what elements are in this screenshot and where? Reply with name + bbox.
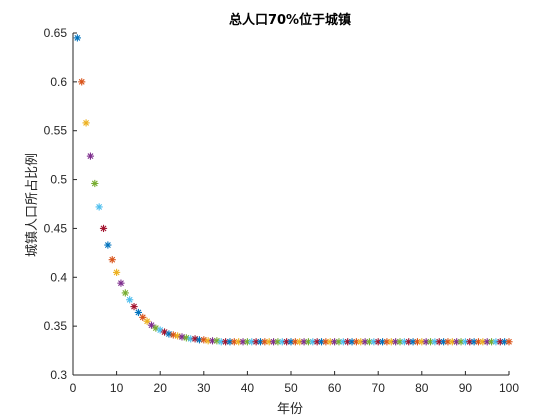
data-point xyxy=(470,338,478,346)
y-tick-label: 0.65 xyxy=(44,26,68,40)
x-tick-label: 40 xyxy=(241,381,255,395)
x-tick-label: 10 xyxy=(110,381,124,395)
data-point xyxy=(505,338,513,346)
y-tick-label: 0.35 xyxy=(44,319,68,333)
data-point xyxy=(252,338,260,346)
x-axis-label: 年份 xyxy=(277,402,303,417)
data-point xyxy=(461,338,469,346)
data-point xyxy=(322,338,330,346)
data-point xyxy=(492,338,500,346)
data-point xyxy=(95,203,103,211)
x-tick-label: 50 xyxy=(284,381,298,395)
plot-area: 0.3 0.35 0.4 0.45 0.5 0.55 0.6 0.65 0 10 20 30 40 50… xyxy=(44,26,520,395)
data-point xyxy=(165,330,173,338)
data-point xyxy=(191,335,199,343)
data-point xyxy=(440,338,448,346)
data-point xyxy=(331,338,339,346)
data-point xyxy=(78,78,86,86)
data-point xyxy=(182,334,190,342)
data-point xyxy=(104,241,112,249)
y-axis-ticks: 0.3 0.35 0.4 0.45 0.5 0.55 0.6 0.65 xyxy=(44,26,77,382)
data-point xyxy=(91,179,99,188)
y-tick-label: 0.55 xyxy=(44,124,68,138)
data-point xyxy=(409,338,417,346)
y-axis-label: 城镇人口所占比例 xyxy=(25,153,40,257)
data-point xyxy=(99,224,108,233)
data-point xyxy=(130,303,138,311)
data-point xyxy=(213,337,221,345)
data-point xyxy=(200,336,208,344)
data-point xyxy=(287,338,295,346)
data-point xyxy=(230,338,238,346)
data-point xyxy=(195,336,204,344)
x-tick-label: 70 xyxy=(372,381,386,395)
data-point xyxy=(483,338,491,346)
data-point xyxy=(86,152,95,160)
data-point xyxy=(400,338,408,346)
data-point xyxy=(147,321,156,329)
data-point xyxy=(82,119,90,127)
y-tick-label: 0.45 xyxy=(44,221,68,235)
data-point xyxy=(139,313,147,321)
x-tick-label: 0 xyxy=(70,381,77,395)
data-point xyxy=(304,338,313,346)
data-point xyxy=(169,331,177,339)
data-point xyxy=(126,296,134,304)
y-tick-label: 0.4 xyxy=(50,270,67,284)
data-point xyxy=(117,279,125,287)
data-point xyxy=(370,338,378,346)
chart-title: 总人口70%位于城镇 xyxy=(229,12,351,28)
data-point xyxy=(479,338,487,346)
data-point xyxy=(261,338,269,346)
data-point xyxy=(108,256,116,264)
data-point xyxy=(121,289,129,297)
x-axis-ticks: 0 10 20 30 40 50 60 70 80 90 100 xyxy=(70,371,519,395)
data-point xyxy=(496,338,504,346)
x-tick-label: 90 xyxy=(459,381,473,395)
data-point xyxy=(431,338,439,346)
data-point xyxy=(361,338,369,346)
x-tick-label: 20 xyxy=(154,381,168,395)
data-point xyxy=(239,338,247,346)
x-tick-label: 80 xyxy=(415,381,429,395)
data-point xyxy=(113,268,121,276)
y-tick-label: 0.6 xyxy=(50,75,67,89)
data-point xyxy=(174,332,182,340)
data-point xyxy=(134,308,142,317)
y-tick-label: 0.3 xyxy=(50,368,67,382)
x-tick-label: 100 xyxy=(499,381,519,395)
data-markers xyxy=(73,34,513,346)
data-point xyxy=(269,338,278,346)
x-tick-label: 60 xyxy=(328,381,342,395)
data-point xyxy=(235,338,243,346)
x-tick-label: 30 xyxy=(197,381,211,395)
y-tick-label: 0.5 xyxy=(50,173,67,187)
data-point xyxy=(178,333,186,341)
data-point xyxy=(444,338,452,346)
data-point xyxy=(73,34,81,42)
data-point xyxy=(344,338,352,346)
data-point xyxy=(317,338,326,346)
